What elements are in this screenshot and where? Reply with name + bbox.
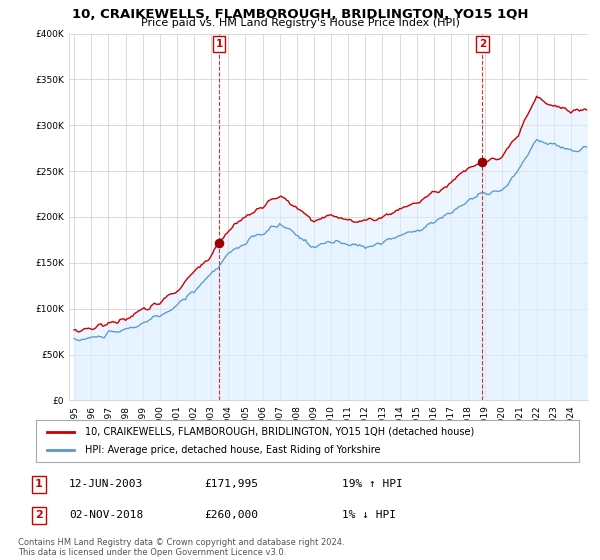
Text: 1: 1: [215, 39, 223, 49]
Text: HPI: Average price, detached house, East Riding of Yorkshire: HPI: Average price, detached house, East…: [85, 445, 380, 455]
Text: 1% ↓ HPI: 1% ↓ HPI: [342, 510, 396, 520]
Point: [478, 157, 487, 166]
Text: 02-NOV-2018: 02-NOV-2018: [69, 510, 143, 520]
Text: 10, CRAIKEWELLS, FLAMBOROUGH, BRIDLINGTON, YO15 1QH (detached house): 10, CRAIKEWELLS, FLAMBOROUGH, BRIDLINGTO…: [85, 427, 474, 437]
Text: 1: 1: [35, 479, 43, 489]
Text: 2: 2: [35, 510, 43, 520]
Text: 19% ↑ HPI: 19% ↑ HPI: [342, 479, 403, 489]
Text: Price paid vs. HM Land Registry's House Price Index (HPI): Price paid vs. HM Land Registry's House …: [140, 18, 460, 29]
Text: 2: 2: [479, 39, 486, 49]
Text: 12-JUN-2003: 12-JUN-2003: [69, 479, 143, 489]
Point: [214, 238, 224, 247]
Text: Contains HM Land Registry data © Crown copyright and database right 2024.
This d: Contains HM Land Registry data © Crown c…: [18, 538, 344, 557]
Text: £171,995: £171,995: [204, 479, 258, 489]
Text: 10, CRAIKEWELLS, FLAMBOROUGH, BRIDLINGTON, YO15 1QH: 10, CRAIKEWELLS, FLAMBOROUGH, BRIDLINGTO…: [72, 8, 528, 21]
Text: £260,000: £260,000: [204, 510, 258, 520]
